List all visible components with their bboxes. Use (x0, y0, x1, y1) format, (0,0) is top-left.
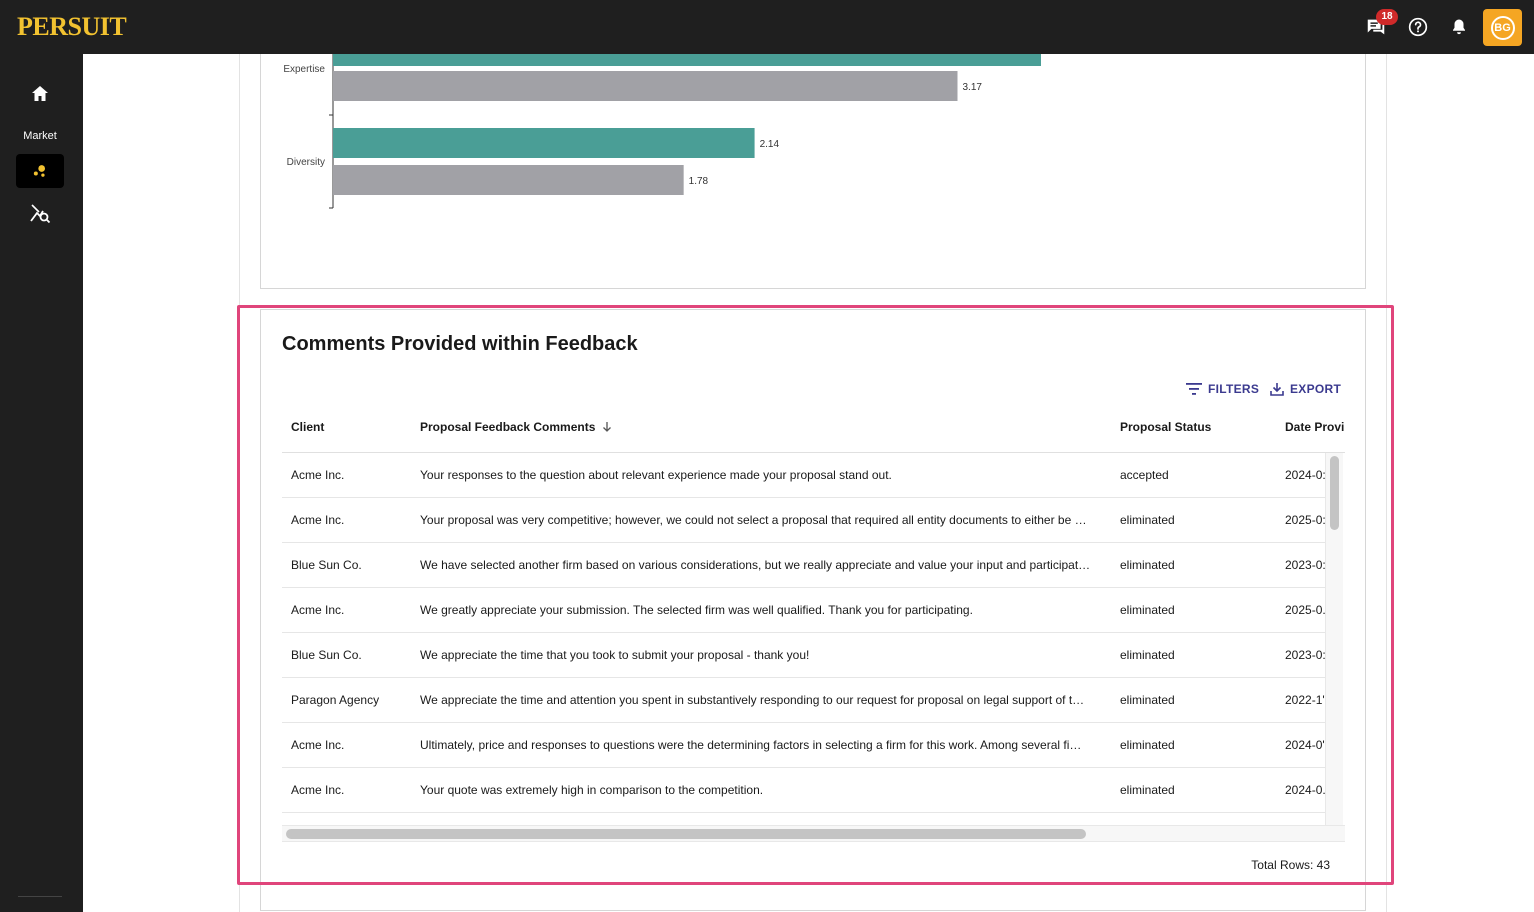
cell-comment: We appreciate the time that you took to … (420, 648, 810, 662)
filter-icon (1186, 383, 1202, 395)
persuit-logo[interactable]: PERSUIT (17, 12, 127, 41)
cell-date: 2025-0: (1285, 513, 1325, 527)
table-row[interactable]: Acme Inc. Your quote was extremely high i… (282, 768, 1325, 813)
messages-icon[interactable] (1362, 13, 1390, 41)
sidebar-market-label: Market (23, 130, 57, 142)
chart-bar (333, 165, 684, 195)
sidebar: Market (0, 54, 83, 912)
sidebar-divider (18, 896, 62, 897)
home-icon[interactable] (28, 82, 52, 106)
chart-bar (333, 128, 755, 158)
market-insights-icon (33, 165, 45, 177)
cell-comment: Your proposal was very competitive; howe… (420, 513, 1087, 527)
sidebar-item-market-insights[interactable] (16, 154, 64, 188)
help-icon[interactable] (1404, 13, 1432, 41)
content-border-right (1386, 54, 1387, 912)
chart-category-label: Diversity (287, 157, 325, 168)
table-row[interactable]: Acme Inc. Your responses to the question … (282, 453, 1325, 498)
cell-client: Paragon Agency (291, 693, 380, 707)
vertical-scrollbar-thumb[interactable] (1330, 456, 1339, 530)
highlight-frame (237, 305, 1394, 885)
table-row[interactable]: Acme Inc. Your proposal was very competit… (282, 498, 1325, 543)
cell-client: Acme Inc. (291, 738, 345, 752)
feedback-scores-chart-card: 3.17 Expertise 2.14 1.78 Diversity (260, 54, 1366, 289)
cell-status: eliminated (1120, 693, 1175, 707)
cell-date: 2023-0: (1285, 648, 1325, 662)
cell-date: 2024-0' (1285, 738, 1325, 752)
cell-status: eliminated (1120, 783, 1175, 797)
table-row[interactable]: Paragon Agency We appreciate the time and… (282, 678, 1325, 723)
header-divider (282, 452, 1345, 453)
cell-comment: We appreciate the time and attention you… (420, 693, 1085, 707)
vertical-scrollbar[interactable] (1325, 453, 1343, 825)
table-row[interactable]: Blue Sun Co. We have selected another fir… (282, 543, 1325, 588)
cell-date: 2023-0: (1285, 558, 1325, 572)
cell-status: eliminated (1120, 558, 1175, 572)
horizontal-scrollbar-thumb[interactable] (286, 829, 1086, 839)
search-analytics-icon[interactable] (28, 201, 52, 225)
chart-bar (333, 54, 1041, 66)
cell-date: 2024-0. (1285, 783, 1325, 797)
chart-data-label: 1.78 (689, 176, 709, 187)
cell-date: 2024-0: (1285, 468, 1325, 482)
filters-label: FILTERS (1208, 382, 1260, 396)
chart-category-label: Expertise (283, 64, 325, 75)
total-rows-count: Total Rows: 43 (1251, 858, 1330, 872)
cell-client: Acme Inc. (291, 513, 345, 527)
cell-client: Acme Inc. (291, 783, 345, 797)
avatar-initials: BG (1490, 15, 1515, 40)
table-row[interactable]: Acme Inc. Ultimately, price and responses… (282, 723, 1325, 768)
cell-comment: Your responses to the question about rel… (420, 468, 892, 482)
cell-comment: Ultimately, price and responses to quest… (420, 738, 1082, 752)
cell-date: 2025-0. (1285, 603, 1325, 617)
bell-icon[interactable] (1445, 13, 1473, 41)
cell-status: eliminated (1120, 603, 1175, 617)
cell-client: Blue Sun Co. (291, 558, 362, 572)
chart-bar (333, 71, 958, 101)
table-row[interactable]: Blue Sun Co. We appreciate the time that … (282, 633, 1325, 678)
export-label: EXPORT (1290, 382, 1342, 396)
cell-status: eliminated (1120, 513, 1175, 527)
comments-title: Comments Provided within Feedback (282, 333, 638, 355)
column-header-status[interactable]: Proposal Status (1120, 420, 1212, 434)
filters-button[interactable]: FILTERS (1186, 382, 1259, 396)
cell-comment: Your quote was extremely high in compari… (420, 783, 764, 797)
cell-date: 2022-1' (1285, 693, 1325, 707)
column-header-client[interactable]: Client (291, 420, 325, 434)
cell-client: Blue Sun Co. (291, 648, 362, 662)
top-bar: PERSUIT 18 BG (0, 0, 1534, 54)
export-button[interactable]: EXPORT (1270, 382, 1341, 396)
comments-table (282, 372, 1345, 882)
download-icon (1270, 383, 1284, 396)
chart-data-label: 3.17 (962, 82, 982, 93)
cell-comment: We have selected another firm based on v… (420, 558, 1091, 572)
sort-down-arrow-icon[interactable] (601, 421, 613, 433)
cell-status: eliminated (1120, 648, 1175, 662)
cell-comment: We greatly appreciate your submission. T… (420, 603, 973, 617)
cell-client: Acme Inc. (291, 468, 345, 482)
cell-status: eliminated (1120, 738, 1175, 752)
user-avatar[interactable]: BG (1483, 9, 1522, 46)
chart-data-label: 2.14 (760, 139, 780, 150)
column-header-comments-label: Proposal Feedback Comments (420, 420, 596, 434)
feedback-scores-chart: 3.17 Expertise 2.14 1.78 Diversity (283, 54, 1041, 209)
cell-status: accepted (1120, 468, 1169, 482)
cell-client: Acme Inc. (291, 603, 345, 617)
column-header-date[interactable]: Date Provi (1285, 420, 1345, 434)
column-header-comments[interactable]: Proposal Feedback Comments (420, 420, 613, 434)
table-row[interactable]: Acme Inc. We greatly appreciate your subm… (282, 588, 1325, 633)
notification-count-badge: 18 (1376, 9, 1398, 25)
